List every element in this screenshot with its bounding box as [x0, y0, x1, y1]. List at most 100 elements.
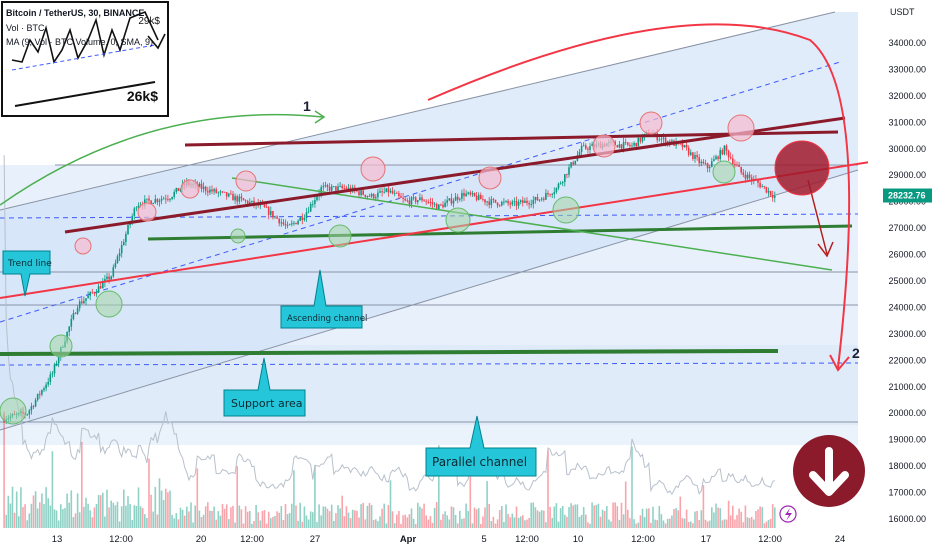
candle-body	[732, 158, 734, 164]
volume-bar	[200, 516, 203, 528]
candle-body	[209, 189, 211, 193]
volume-bar	[652, 506, 654, 528]
volume-legend[interactable]: Vol · BTC	[6, 23, 45, 33]
volume-bar	[251, 523, 253, 528]
volume-bar	[574, 504, 577, 528]
candle-body	[561, 181, 564, 184]
volume-bar	[179, 507, 182, 528]
volume-bar	[169, 490, 171, 528]
candle-body	[570, 162, 572, 168]
candle-body	[55, 363, 58, 365]
volume-bar	[393, 523, 396, 528]
volume-bar	[372, 520, 375, 528]
price-tick-label: 26000.00	[888, 250, 926, 260]
candle-body	[236, 196, 238, 202]
candle-body	[412, 197, 415, 199]
last-price-label: 28232.76	[888, 191, 926, 201]
candle-body	[68, 326, 70, 332]
volume-bar	[505, 504, 507, 528]
volume-bar	[417, 502, 419, 528]
volume-bar	[444, 511, 446, 528]
volume-bar	[39, 502, 41, 528]
volume-bar	[221, 504, 224, 528]
candle-body	[97, 286, 100, 293]
candle-body	[639, 137, 642, 142]
volume-bar	[515, 506, 518, 528]
candle-body	[246, 200, 249, 205]
volume-bar	[629, 518, 631, 528]
volume-bar	[259, 520, 262, 528]
candle-body	[616, 145, 619, 148]
candle-body	[368, 195, 371, 197]
candle-body	[496, 202, 499, 206]
volume-bar	[156, 514, 159, 528]
candle-body	[398, 193, 400, 197]
candle-body	[551, 194, 553, 196]
volume-bar	[188, 511, 190, 528]
candle-body	[51, 373, 54, 375]
volume-bar	[450, 506, 453, 528]
volume-bar	[681, 518, 684, 528]
candle-body	[93, 292, 96, 294]
candle-body	[383, 191, 385, 193]
volume-bar	[645, 508, 648, 528]
volume-bar	[70, 490, 73, 528]
volume-bar	[236, 466, 238, 528]
volume-bar	[742, 522, 745, 528]
volume-bar	[582, 507, 585, 528]
candle-body	[459, 198, 461, 200]
candle-body	[549, 194, 551, 195]
candle-body	[114, 262, 117, 268]
time-tick-label: 12:00	[515, 534, 539, 545]
candle-body	[622, 142, 625, 149]
volume-bar	[467, 511, 469, 528]
volume-bar	[364, 519, 367, 528]
candle-body	[454, 196, 457, 201]
candle-body	[276, 216, 278, 219]
price-tick-label: 21000.00	[888, 382, 926, 392]
volume-bar	[173, 518, 175, 528]
volume-bar	[78, 512, 81, 528]
volume-bar	[282, 519, 285, 528]
candle-body	[433, 203, 436, 205]
volume-bar	[278, 512, 280, 528]
candle-body	[532, 200, 535, 205]
candle-body	[387, 188, 390, 193]
volume-bar	[160, 490, 163, 528]
candle-body	[471, 193, 474, 195]
volume-bar	[238, 505, 241, 528]
candle-body	[366, 195, 369, 197]
price-tick-label: 17000.00	[888, 488, 926, 498]
volume-bar	[614, 502, 616, 528]
time-tick-label: 24	[835, 534, 846, 545]
candle-body	[490, 199, 493, 205]
lightning-icon[interactable]	[779, 505, 797, 523]
candle-body	[414, 197, 417, 203]
candle-body	[26, 414, 28, 416]
volume-bar	[517, 517, 520, 528]
candle-body	[557, 183, 560, 189]
candle-body	[215, 189, 217, 193]
volume-bar	[154, 487, 157, 528]
volume-bar	[270, 518, 272, 528]
volume-bar	[97, 495, 100, 528]
candle-body	[99, 286, 102, 289]
symbol-title[interactable]: Bitcoin / TetherUS, 30, BINANCE	[6, 8, 144, 18]
candle-body	[120, 245, 123, 254]
volume-bar	[696, 510, 698, 528]
candle-body	[538, 199, 541, 201]
volume-bar	[3, 411, 5, 528]
volume-bar	[620, 502, 623, 528]
candle-body	[711, 161, 713, 167]
candle-body	[736, 164, 738, 166]
highlight-circles	[0, 111, 755, 425]
candle-body	[685, 145, 688, 148]
volume-bar	[349, 518, 352, 528]
candle-body	[627, 142, 629, 145]
volume-bar	[587, 522, 589, 528]
ma-legend[interactable]: MA (9, Vol · BTC Volume, 0, SMA, 9)	[6, 37, 153, 47]
candle-body	[759, 182, 761, 188]
volume-bar	[318, 504, 320, 528]
volume-bar	[26, 520, 28, 528]
